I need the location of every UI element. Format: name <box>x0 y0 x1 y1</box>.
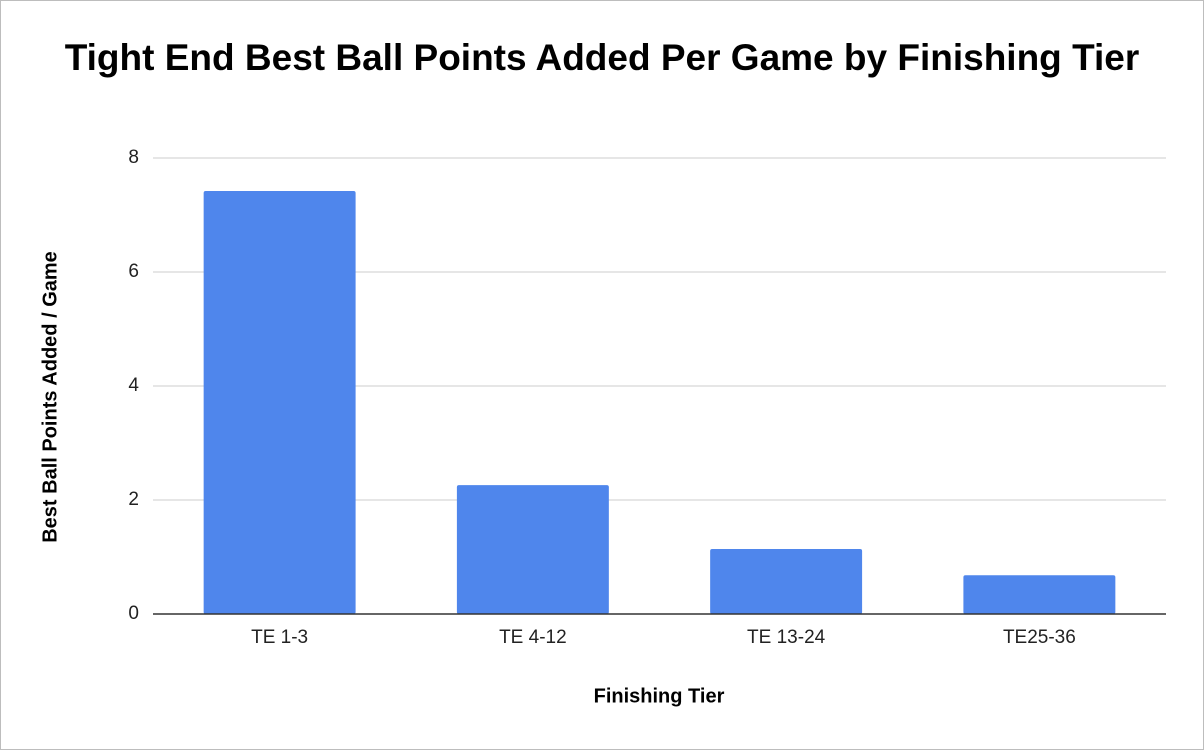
y-tick-label: 6 <box>128 261 139 282</box>
y-tick-label: 0 <box>128 603 139 624</box>
y-tick-label: 2 <box>128 489 139 510</box>
y-tick-label: 4 <box>128 375 139 396</box>
bar <box>456 485 609 614</box>
chart-title: Tight End Best Ball Points Added Per Gam… <box>64 37 1140 78</box>
x-axis-title: Finishing Tier <box>594 685 725 707</box>
x-tick-label: TE25-36 <box>1003 627 1076 648</box>
y-axis-title: Best Ball Points Added / Game <box>39 251 61 543</box>
bar <box>710 549 863 614</box>
x-tick-label: TE 1-3 <box>251 627 308 648</box>
x-tick-label: TE 13-24 <box>747 627 826 648</box>
x-tick-label: TE 4-12 <box>499 627 567 648</box>
bar <box>963 575 1116 614</box>
bar <box>203 191 356 614</box>
y-tick-label: 8 <box>128 147 139 168</box>
